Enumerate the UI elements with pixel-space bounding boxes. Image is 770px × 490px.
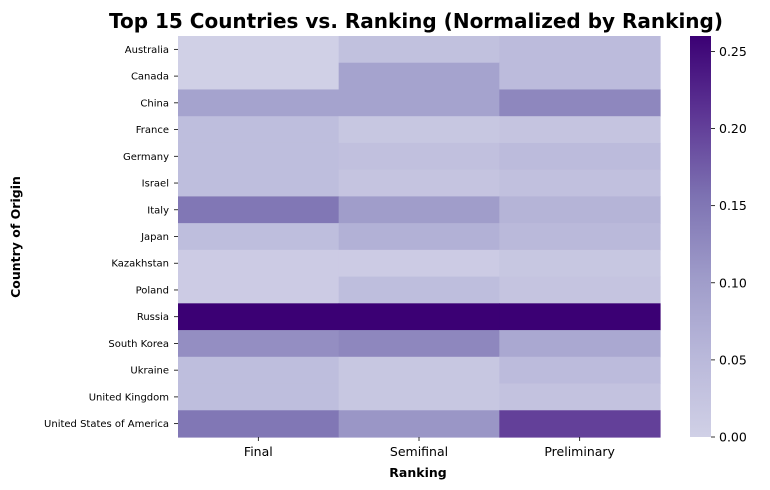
chart-title: Top 15 Countries vs. Ranking (Normalized…	[109, 9, 723, 33]
y-tick-label: Kazakhstan	[111, 259, 169, 270]
y-tick-label: Russia	[137, 312, 169, 323]
heatmap-cell	[178, 169, 340, 197]
heatmap-cell	[178, 142, 340, 171]
heatmap-cells	[178, 36, 661, 438]
colorbar-tick-label: 0.05	[719, 352, 747, 367]
heatmap-cell	[178, 276, 340, 304]
y-tick-label: United Kingdom	[89, 392, 169, 403]
heatmap-cell	[178, 383, 340, 411]
colorbar-tick-label: 0.15	[719, 198, 747, 213]
heatmap-cell	[338, 142, 500, 171]
y-tick-label: France	[136, 125, 169, 136]
y-tick-label: Australia	[125, 45, 169, 56]
heatmap-cell	[499, 249, 661, 278]
heatmap-cell	[499, 142, 661, 171]
x-tick-label: Preliminary	[544, 444, 615, 459]
heatmap-cell	[338, 249, 500, 278]
x-tick-label: Semifinal	[390, 444, 448, 459]
y-axis-label: Country of Origin	[8, 176, 23, 298]
colorbar-tick-labels: 0.00 0.05 0.10 0.15 0.20 0.25	[711, 44, 747, 445]
x-axis-label: Ranking	[389, 465, 446, 480]
y-tick-label: Italy	[147, 205, 169, 216]
heatmap-cell	[338, 410, 500, 438]
heatmap-cell	[338, 303, 500, 331]
heatmap-cell	[499, 356, 661, 385]
heatmap-cell	[338, 62, 500, 91]
heatmap-cell	[178, 116, 340, 144]
heatmap-cell	[338, 169, 500, 197]
colorbar-tick-label: 0.00	[719, 430, 747, 445]
y-tick-label: Canada	[131, 72, 169, 83]
heatmap-cell	[499, 89, 661, 117]
heatmap-cell	[499, 410, 661, 438]
x-tick-labels: Final Semifinal Preliminary	[244, 437, 616, 459]
heatmap-cell	[338, 116, 500, 144]
y-tick-label: Ukraine	[130, 366, 169, 377]
heatmap-cell	[499, 116, 661, 144]
heatmap-cell	[178, 356, 340, 385]
heatmap-cell	[338, 223, 500, 251]
heatmap-cell	[338, 89, 500, 117]
y-tick-label: South Korea	[108, 339, 169, 350]
heatmap-cell	[499, 36, 661, 64]
heatmap-cell	[499, 196, 661, 224]
heatmap-cell	[499, 276, 661, 304]
heatmap-cell	[178, 196, 340, 224]
colorbar-tick-label: 0.10	[719, 275, 747, 290]
heatmap-cell	[338, 196, 500, 224]
colorbar	[690, 36, 711, 437]
y-tick-label: Poland	[136, 285, 169, 296]
heatmap-cell	[178, 249, 340, 278]
heatmap-cell	[499, 303, 661, 331]
heatmap-cell	[338, 330, 500, 358]
y-tick-label: Israel	[142, 179, 169, 190]
y-tick-label: Japan	[140, 232, 169, 243]
y-tick-label: Germany	[123, 152, 169, 163]
y-tick-labels: Australia Canada China France Germany Israel I…	[44, 45, 178, 430]
heatmap-cell	[178, 410, 340, 438]
heatmap-cell	[499, 330, 661, 358]
heatmap-cell	[178, 303, 340, 331]
heatmap-cell	[178, 330, 340, 358]
heatmap-cell	[338, 276, 500, 304]
heatmap-cell	[338, 383, 500, 411]
heatmap-cell	[338, 356, 500, 385]
heatmap-cell	[178, 36, 340, 64]
y-tick-label: United States of America	[44, 419, 169, 430]
heatmap-cell	[499, 169, 661, 197]
heatmap-cell	[178, 89, 340, 117]
heatmap-cell	[499, 223, 661, 251]
y-tick-label: China	[140, 98, 169, 109]
x-tick-label: Final	[244, 444, 273, 459]
heatmap-cell	[499, 383, 661, 411]
heatmap-cell	[178, 223, 340, 251]
heatmap-cell	[499, 62, 661, 91]
heatmap-cell	[178, 62, 340, 91]
colorbar-tick-label: 0.20	[719, 121, 747, 136]
colorbar-tick-label: 0.25	[719, 44, 747, 59]
heatmap-cell	[338, 36, 500, 64]
